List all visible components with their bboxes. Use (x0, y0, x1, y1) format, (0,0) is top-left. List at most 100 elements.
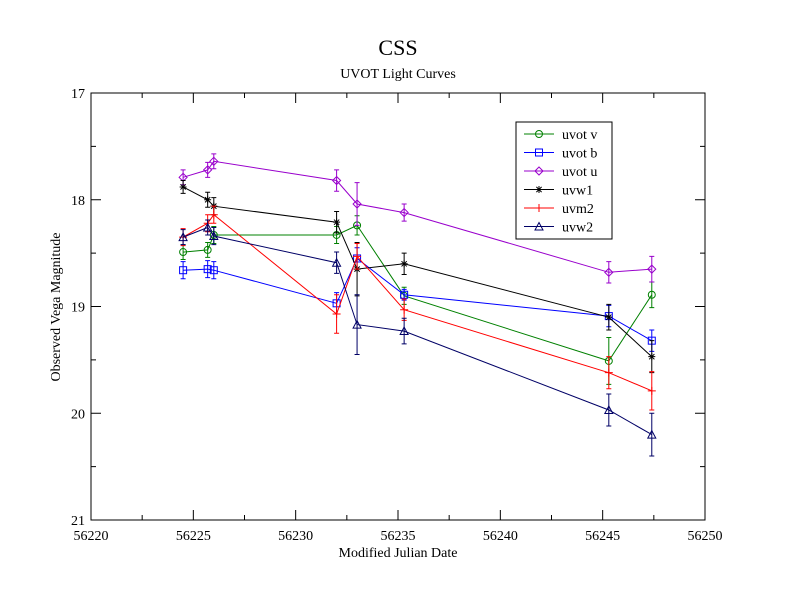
series-line-uvw2 (182, 226, 653, 436)
data-point-uvw2 (352, 319, 362, 329)
data-point-uvw2 (202, 222, 213, 232)
error-bar-uvw2 (334, 251, 340, 274)
data-point-uvot-b (209, 266, 218, 275)
data-point-uvw1 (400, 260, 408, 268)
x-axis-label: Modified Julian Date (339, 546, 458, 561)
error-bar-uvot-u (211, 153, 217, 170)
series-uvot-u (178, 153, 657, 284)
legend-item-uvm2: uvm2 (524, 202, 594, 217)
error-bar-uvot-v (205, 241, 211, 258)
data-point-uvm2 (400, 305, 409, 314)
legend-label-uvot-v: uvot v (562, 128, 597, 143)
x-tick-label: 56230 (278, 529, 313, 544)
data-point-uvw2 (208, 230, 219, 241)
data-point-uvw1 (648, 353, 656, 361)
data-point-uvot-b (203, 265, 212, 274)
y-tick-label: 21 (71, 514, 85, 529)
series-line-uvm2 (182, 213, 652, 392)
error-bar-uvot-b (205, 260, 211, 279)
error-bar-uvw2 (211, 227, 217, 246)
data-point-uvot-u (331, 175, 342, 186)
error-bar-uvot-v (649, 281, 655, 309)
data-point-uvw2 (603, 404, 614, 415)
y-tick-label: 18 (71, 194, 85, 209)
y-axis-label: Observed Vega Magnitude (49, 232, 64, 381)
legend-item-uvot-u: uvot u (524, 165, 597, 180)
data-point-uvm2 (332, 309, 341, 318)
data-point-uvw2 (331, 257, 342, 267)
data-point-uvw1 (204, 196, 212, 204)
data-point-uvot-u (604, 267, 614, 278)
error-bar-uvot-u (205, 161, 211, 178)
error-bar-uvot-u (354, 182, 360, 226)
error-bar-uvot-b (211, 261, 217, 280)
legend-label-uvw2: uvw2 (562, 221, 593, 236)
legend-marker-uvot-v (535, 130, 543, 138)
data-point-uvw1 (179, 183, 187, 191)
x-tick-label: 56225 (176, 529, 211, 544)
data-point-uvot-u (647, 264, 657, 274)
data-point-uvm2 (647, 386, 656, 395)
error-bar-uvw2 (401, 317, 407, 345)
data-point-uvot-u (209, 156, 219, 167)
series-line-uvot-u (182, 160, 652, 273)
error-bar-uvot-b (180, 261, 186, 280)
series-uvw2 (178, 219, 657, 457)
data-point-uvot-v (203, 245, 212, 254)
data-point-uvm2 (353, 252, 362, 261)
error-bar-uvw2 (649, 412, 655, 457)
y-tick-label: 19 (71, 301, 85, 316)
data-point-uvw2 (646, 429, 657, 439)
legend-item-uvot-b: uvot b (524, 147, 597, 162)
error-bar-uvot-u (401, 203, 407, 222)
data-point-uvw1 (333, 218, 341, 226)
data-point-uvw2 (178, 232, 188, 242)
data-point-uvot-u (352, 199, 362, 209)
series-uvot-v (179, 215, 656, 385)
legend-label-uvot-b: uvot b (562, 147, 597, 162)
x-tick-label: 56240 (483, 529, 518, 544)
legend-label-uvw1: uvw1 (562, 184, 593, 199)
legend-marker-uvw2 (534, 221, 544, 231)
error-bar-uvot-u (649, 255, 655, 283)
x-tick-label: 56235 (381, 529, 416, 544)
data-point-uvm2 (604, 368, 613, 377)
y-tick-label: 17 (71, 87, 85, 102)
data-point-uvot-b (179, 266, 188, 275)
legend-box (515, 121, 613, 240)
data-point-uvot-v (647, 290, 656, 299)
error-bar-uvot-u (606, 261, 612, 284)
legend-item-uvw2: uvw2 (524, 221, 593, 236)
legend-label-uvot-u: uvot u (562, 165, 597, 180)
legend-item-uvw1: uvw1 (524, 184, 593, 199)
error-bar-uvw2 (606, 393, 612, 427)
error-bar-uvw2 (354, 294, 360, 356)
chart-title: CSS (378, 35, 417, 60)
legend-label-uvm2: uvm2 (562, 202, 594, 217)
x-tick-label: 56250 (688, 529, 723, 544)
data-point-uvw2 (399, 325, 409, 336)
legend-marker-uvot-u (534, 166, 544, 176)
legend-item-uvot-v: uvot v (524, 128, 597, 143)
legend-marker-uvot-b (535, 148, 543, 157)
data-point-uvot-u (202, 165, 213, 175)
y-tick-label: 20 (71, 407, 85, 422)
legend-marker-uvw1 (535, 186, 543, 193)
data-point-uvw1 (605, 313, 613, 321)
data-point-uvm2 (209, 210, 218, 219)
chart-subtitle: UVOT Light Curves (340, 67, 456, 82)
x-tick-label: 56245 (585, 529, 620, 544)
series-line-uvot-b (183, 257, 653, 342)
data-point-uvot-u (399, 207, 409, 218)
legend: uvot v uvot b uvot u uvw1 uvm2 uvw2 (515, 121, 613, 240)
error-bar-uvot-u (334, 169, 340, 192)
data-point-uvot-v (179, 248, 188, 257)
data-point-uvot-b (400, 290, 409, 299)
series-uvm2 (179, 205, 656, 411)
plot-frame (90, 92, 706, 521)
plot-area: 56220 56225 56230 56235 56240 56245 56250 17 18 1… (71, 87, 723, 544)
x-tick-label: 56220 (74, 529, 109, 544)
series-line-uvot-v (183, 224, 653, 362)
legend-marker-uvm2 (535, 204, 543, 212)
